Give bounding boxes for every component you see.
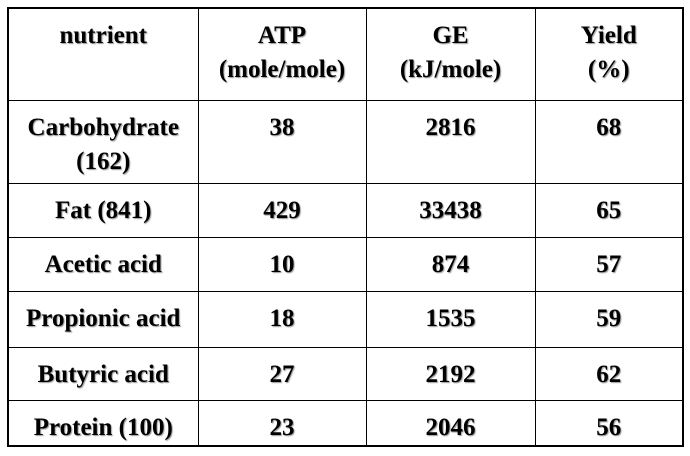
table-cell: 23 xyxy=(197,399,367,447)
table-cell: 65 xyxy=(534,182,684,238)
table-row: Carbohydrate (162) 38 2816 68 xyxy=(7,99,684,184)
header-cell: nutrient xyxy=(7,7,199,101)
data-table: nutrient ATP (mole/mole) GE (kJ/mole) Yield… xyxy=(7,7,684,447)
header-cell: GE (kJ/mole) xyxy=(365,7,536,101)
table-cell: Acetic acid xyxy=(7,236,199,292)
table-cell: Fat (841) xyxy=(7,182,199,238)
table-cell: 57 xyxy=(534,236,684,292)
table-row: Butyric acid 27 2192 62 xyxy=(7,346,684,401)
table-row: Fat (841) 429 33438 65 xyxy=(7,182,684,238)
table-cell: 18 xyxy=(197,290,367,348)
table-cell: 59 xyxy=(534,290,684,348)
table-cell: 1535 xyxy=(365,290,536,348)
table-cell: 10 xyxy=(197,236,367,292)
table-container: nutrient ATP (mole/mole) GE (kJ/mole) Yield… xyxy=(7,7,684,447)
table-cell: 38 xyxy=(197,99,367,184)
header-cell: ATP (mole/mole) xyxy=(197,7,367,101)
table-row: Acetic acid 10 874 57 xyxy=(7,236,684,292)
table-cell: 874 xyxy=(365,236,536,292)
table-cell: Butyric acid xyxy=(7,346,199,401)
table-cell: 2816 xyxy=(365,99,536,184)
table-row: Protein (100) 23 2046 56 xyxy=(7,399,684,447)
table-cell: 27 xyxy=(197,346,367,401)
header-cell: Yield (%) xyxy=(534,7,684,101)
header-row: nutrient ATP (mole/mole) GE (kJ/mole) Yield… xyxy=(7,7,684,101)
table-cell: 429 xyxy=(197,182,367,238)
table-cell: 56 xyxy=(534,399,684,447)
table-cell: 68 xyxy=(534,99,684,184)
table-cell: Propionic acid xyxy=(7,290,199,348)
table-cell: 33438 xyxy=(365,182,536,238)
table-cell: 2046 xyxy=(365,399,536,447)
table-cell: Carbohydrate (162) xyxy=(7,99,199,184)
table-cell: 2192 xyxy=(365,346,536,401)
table-cell: 62 xyxy=(534,346,684,401)
table-cell: Protein (100) xyxy=(7,399,199,447)
table-row: Propionic acid 18 1535 59 xyxy=(7,290,684,348)
